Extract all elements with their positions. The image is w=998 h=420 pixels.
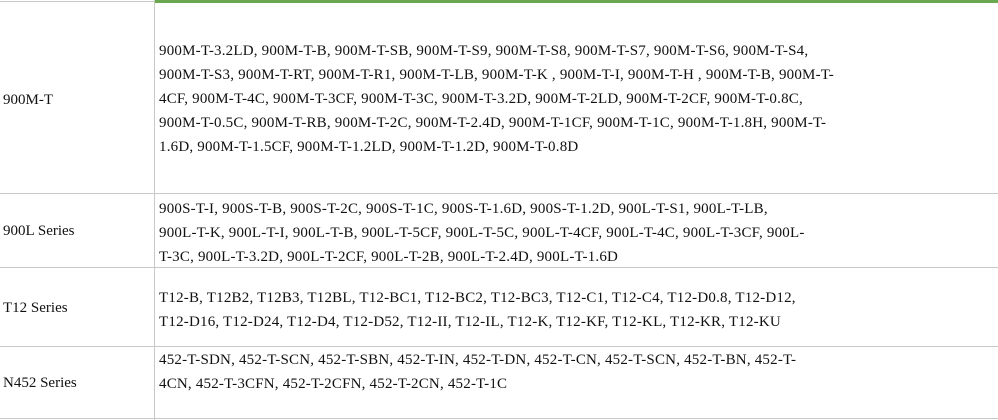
row-divider xyxy=(0,267,998,268)
row-divider xyxy=(0,193,998,194)
model-line: 900S-T-I, 900S-T-B, 900S-T-2C, 900S-T-1C… xyxy=(159,201,768,217)
model-line: 4CF, 900M-T-4C, 900M-T-3CF, 900M-T-3C, 9… xyxy=(159,91,803,107)
model-line: T-3C, 900L-T-3.2D, 900L-T-2CF, 900L-T-2B… xyxy=(159,249,619,265)
table-top-border xyxy=(0,1,155,2)
model-line: 900M-T-3.2LD, 900M-T-B, 900M-T-SB, 900M-… xyxy=(159,43,809,59)
model-line: 900L-T-K, 900L-T-I, 900L-T-B, 900L-T-5CF… xyxy=(159,225,805,241)
row-label-900m-t: 900M-T xyxy=(3,92,53,108)
models-cell-t12-series: T12-B, T12B2, T12B3, T12BL, T12-BC1, T12… xyxy=(159,286,995,334)
row-divider xyxy=(0,418,998,419)
models-cell-n452-series: 452-T-SDN, 452-T-SCN, 452-T-SBN, 452-T-I… xyxy=(159,348,995,396)
row-label-900l-series: 900L Series xyxy=(3,223,75,239)
model-line: 452-T-SDN, 452-T-SCN, 452-T-SBN, 452-T-I… xyxy=(159,352,797,368)
model-line: 900M-T-S3, 900M-T-RT, 900M-T-R1, 900M-T-… xyxy=(159,67,834,83)
model-line: T12-B, T12B2, T12B3, T12BL, T12-BC1, T12… xyxy=(159,290,796,306)
model-line: T12-D16, T12-D24, T12-D4, T12-D52, T12-I… xyxy=(159,314,781,330)
model-line: 4CN, 452-T-3CFN, 452-T-2CFN, 452-T-2CN, … xyxy=(159,376,508,392)
models-cell-900m-t: 900M-T-3.2LD, 900M-T-B, 900M-T-SB, 900M-… xyxy=(159,39,995,159)
model-line: 900M-T-0.5C, 900M-T-RB, 900M-T-2C, 900M-… xyxy=(159,115,827,131)
selected-cell-border xyxy=(155,0,998,3)
column-divider xyxy=(154,0,155,420)
row-label-t12-series: T12 Series xyxy=(3,300,68,316)
row-divider xyxy=(0,346,998,347)
models-cell-900l-series: 900S-T-I, 900S-T-B, 900S-T-2C, 900S-T-1C… xyxy=(159,197,995,269)
row-label-n452-series: N452 Series xyxy=(3,375,77,391)
model-line: 1.6D, 900M-T-1.5CF, 900M-T-1.2LD, 900M-T… xyxy=(159,139,579,155)
